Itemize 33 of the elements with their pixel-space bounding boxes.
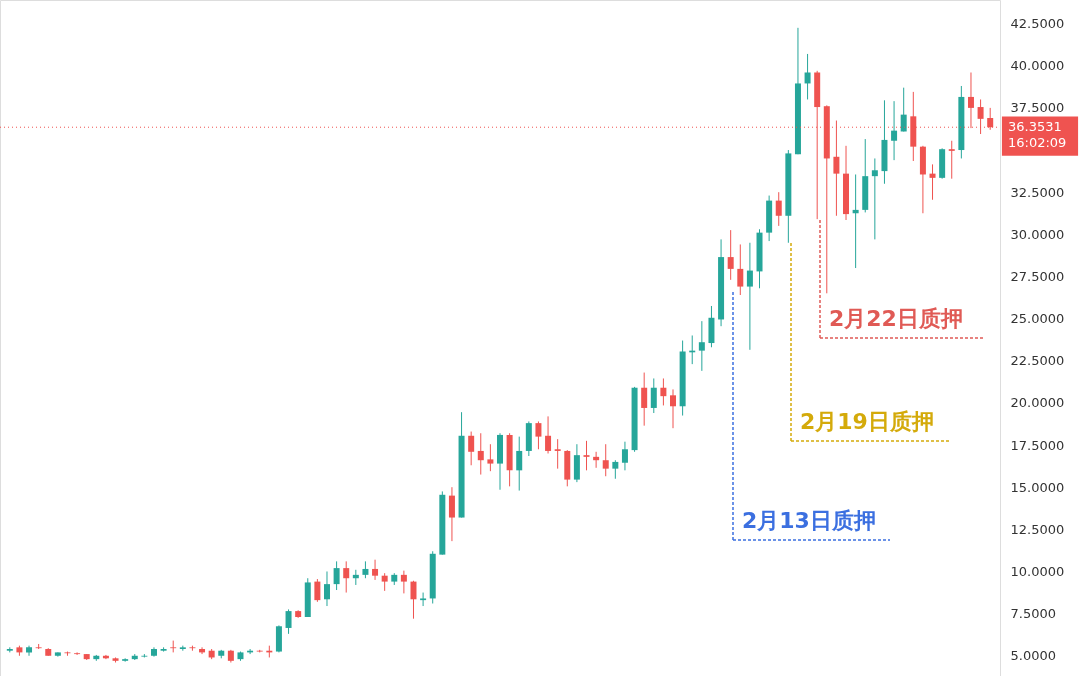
candlestick	[160, 646, 167, 653]
y-tick-label: 17.5000	[1010, 437, 1065, 453]
y-tick-label: 40.0000	[1010, 58, 1065, 74]
y-tick-label: 12.5000	[1010, 521, 1065, 537]
y-tick-label: 20.0000	[1010, 395, 1065, 411]
y-tick-label: 10.0000	[1010, 563, 1065, 579]
y-tick-label: 30.0000	[1010, 226, 1065, 242]
y-tick-label: 25.0000	[1010, 311, 1065, 327]
candlestick	[487, 443, 494, 472]
y-tick-label: 7.5000	[1010, 606, 1056, 622]
annotation: 2月22日质押	[829, 306, 963, 331]
candlestick	[35, 643, 42, 650]
y-tick-label: 5.0000	[1010, 648, 1056, 664]
candlestick	[948, 140, 955, 180]
y-tick-label: 15.0000	[1010, 479, 1065, 495]
text: 16:02:09	[1008, 135, 1067, 151]
y-tick-label: 37.5000	[1010, 100, 1065, 116]
y-tick-label: 32.5000	[1010, 184, 1065, 200]
ref-line-label: 36.3531	[1008, 119, 1062, 135]
y-tick-label: 42.5000	[1010, 16, 1065, 32]
y-tick-label: 27.5000	[1010, 268, 1065, 284]
candlestick	[179, 645, 186, 652]
candlestick	[170, 640, 177, 653]
candlestick	[6, 646, 13, 653]
annotation: 2月13日质押	[742, 508, 876, 533]
candlestick	[64, 651, 71, 657]
candlestick	[583, 440, 590, 471]
annotation: 2月19日质押	[800, 409, 934, 434]
candlestick	[554, 438, 561, 470]
candlestick	[189, 645, 196, 652]
candlestick	[112, 656, 119, 664]
y-tick-label: 22.5000	[1010, 353, 1065, 369]
candlestick	[141, 653, 148, 658]
